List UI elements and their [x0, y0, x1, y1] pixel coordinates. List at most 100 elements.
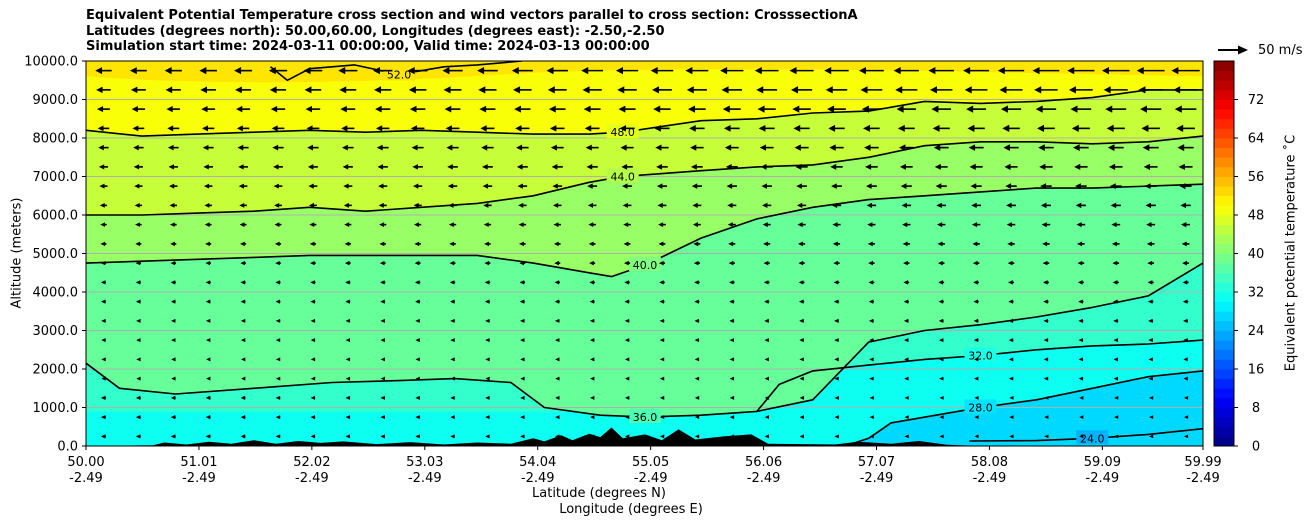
wind-vector — [380, 434, 385, 439]
wind-vector — [408, 86, 427, 94]
wind-vector — [554, 318, 560, 323]
wind-vector — [659, 280, 665, 285]
wind-vector — [240, 260, 246, 266]
wind-vector — [135, 415, 141, 420]
wind-vector — [271, 125, 285, 132]
wind-vector — [206, 338, 211, 343]
colorbar-segment — [1214, 70, 1234, 81]
wind-vector — [414, 241, 421, 247]
wind-vector — [939, 434, 944, 439]
wind-vector — [1042, 280, 1049, 285]
wind-vector — [205, 280, 211, 285]
wind-vector — [938, 299, 944, 304]
wind-vector — [100, 222, 107, 227]
wind-vector — [479, 105, 496, 113]
wind-vector — [240, 395, 246, 400]
wind-vector — [1008, 299, 1014, 304]
x-axis-label-longitude: Longitude (degrees E) — [559, 502, 703, 517]
wind-vector — [589, 280, 595, 285]
wind-vector — [621, 163, 633, 170]
wind-vector — [205, 299, 211, 304]
x-tick-label-lon: -2.49 — [182, 471, 216, 486]
wind-vector — [101, 299, 106, 304]
contour-label-48.0: 48.0 — [610, 126, 635, 139]
wind-vector — [519, 299, 525, 304]
wind-vector — [275, 299, 281, 304]
wind-vector — [410, 125, 425, 132]
wind-vector — [133, 144, 144, 151]
colorbar-segment — [1214, 118, 1234, 129]
wind-vector — [96, 106, 110, 113]
x-tick-label-lon: -2.49 — [634, 471, 668, 486]
wind-vector — [477, 67, 498, 75]
wind-vector — [380, 338, 385, 343]
wind-vector — [1113, 357, 1118, 362]
wind-vector — [304, 86, 322, 94]
wind-vector — [310, 415, 316, 420]
wind-vector — [136, 338, 141, 343]
wind-vector — [480, 125, 495, 132]
wind-vector — [936, 222, 946, 228]
wind-vector — [130, 86, 146, 94]
wind-vector — [1067, 67, 1095, 75]
wind-vector — [305, 105, 321, 113]
wind-vector — [555, 338, 560, 343]
wind-vector — [378, 183, 388, 189]
wind-vector — [869, 376, 874, 381]
wind-vector — [763, 241, 771, 247]
wind-vector — [869, 434, 874, 439]
wind-vector — [692, 222, 701, 228]
wind-vector — [555, 376, 560, 381]
wind-vector — [203, 183, 213, 189]
wind-vector — [659, 376, 665, 381]
wind-vector — [552, 183, 563, 189]
colorbar-segment — [1214, 330, 1234, 341]
y-tick-label: 0.0 — [57, 440, 78, 455]
wind-vector — [99, 183, 108, 189]
wind-vector — [345, 415, 351, 420]
wind-vector — [206, 357, 211, 362]
wind-vector — [415, 376, 420, 381]
wind-vector — [170, 241, 177, 247]
colorbar-segment — [1214, 301, 1234, 312]
wind-vector — [483, 202, 492, 208]
wind-vector — [1147, 260, 1155, 266]
wind-vector — [414, 280, 421, 285]
wind-vector — [1143, 163, 1158, 171]
wind-vector — [1074, 183, 1087, 190]
x-tick-label-lon: -2.49 — [1086, 471, 1120, 486]
colorbar-label: Equivalent potential temperature ˚C — [1283, 134, 1299, 372]
wind-vector — [1136, 67, 1165, 75]
wind-vector — [1008, 376, 1014, 381]
contour-label-24.0: 24.0 — [1080, 432, 1105, 445]
x-tick-label-lat: 53.03 — [406, 455, 443, 470]
wind-vector — [234, 67, 253, 75]
wind-vector — [478, 86, 497, 94]
wind-vector — [938, 338, 944, 343]
wind-vector — [624, 318, 630, 323]
wind-vector — [307, 144, 319, 151]
wind-vector — [1073, 144, 1089, 151]
wind-vector — [1114, 415, 1119, 420]
wind-vector — [654, 125, 670, 132]
wind-vector — [553, 222, 562, 228]
wind-vector — [1043, 318, 1049, 323]
wind-vector — [202, 125, 215, 132]
wind-vector — [171, 318, 176, 323]
wind-vector — [407, 67, 428, 75]
wind-vector — [764, 357, 769, 362]
colorbar-segment — [1214, 80, 1234, 91]
wind-vector — [757, 105, 776, 113]
colorbar-segment — [1214, 282, 1234, 293]
wind-vector — [1111, 222, 1121, 228]
wind-vector — [622, 183, 633, 189]
wind-vector — [237, 144, 249, 151]
wind-vector — [590, 357, 595, 362]
wind-vector — [378, 202, 387, 208]
wind-vector — [200, 86, 216, 94]
wind-vector — [309, 222, 317, 227]
wind-vector — [618, 105, 636, 113]
wind-vector — [1005, 183, 1017, 189]
wind-vector — [831, 202, 842, 209]
wind-vector — [511, 67, 533, 75]
